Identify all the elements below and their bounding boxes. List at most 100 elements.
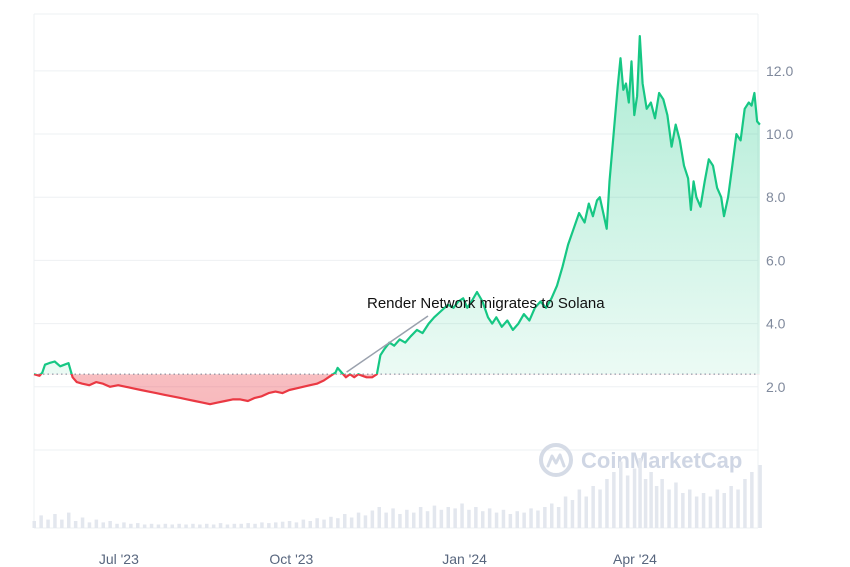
y-tick-label: 6.0 — [766, 252, 786, 268]
volume-bar — [198, 524, 202, 528]
volume-bar — [694, 496, 699, 528]
volume-bar — [315, 518, 319, 528]
volume-bar — [758, 465, 762, 528]
x-axis-ticks: Jul '23 Oct '23 Jan '24 Apr '24 — [99, 551, 657, 567]
y-tick-label: 12.0 — [766, 63, 793, 79]
volume-bar — [654, 486, 659, 528]
volume-bar — [598, 489, 602, 528]
volume-bar — [550, 503, 554, 528]
volume-bar — [508, 514, 513, 528]
volume-bar — [39, 515, 43, 528]
volume-bar — [122, 522, 126, 528]
volume-bar — [481, 511, 485, 528]
volume-bar — [625, 475, 630, 528]
volume-bar — [715, 489, 720, 528]
volume-bar — [287, 521, 292, 528]
volume-bar — [46, 519, 50, 528]
volume-bar — [543, 507, 547, 528]
price-line-down — [33, 374, 379, 406]
volume-bar — [674, 482, 678, 528]
volume-bar — [638, 458, 642, 528]
volume-bar — [94, 519, 99, 528]
volume-bar — [418, 507, 423, 528]
y-tick-label: 2.0 — [766, 379, 786, 395]
volume-bar — [108, 521, 112, 528]
volume-bar — [446, 507, 450, 528]
volume-bar — [577, 489, 582, 528]
volume-bar — [184, 524, 188, 528]
volume-bar — [301, 519, 306, 528]
volume-bar — [643, 479, 648, 528]
volume-bar — [708, 496, 713, 528]
volume-bar — [343, 514, 347, 528]
y-tick-label: 8.0 — [766, 189, 786, 205]
volume-bar — [260, 522, 264, 528]
volume-bar — [384, 512, 388, 528]
volume-bar — [253, 523, 257, 528]
volume-bar — [412, 512, 416, 528]
price-line-up — [34, 35, 761, 375]
volume-bar — [474, 507, 478, 528]
volume-bar — [460, 503, 464, 528]
volume-bar — [522, 512, 526, 528]
volume-bar — [170, 524, 174, 528]
coinmarketcap-watermark: CoinMarketCap — [539, 443, 742, 477]
volume-bar — [246, 523, 250, 528]
volume-bar — [750, 472, 754, 528]
volume-bar — [329, 516, 333, 528]
volume-bar — [115, 523, 119, 528]
volume-bar — [232, 523, 237, 528]
volume-bar — [529, 508, 533, 528]
volume-bar — [467, 509, 471, 528]
volume-bar — [149, 523, 154, 528]
y-tick-label: 10.0 — [766, 126, 793, 142]
volume-bar — [591, 486, 595, 528]
volume-bar — [267, 523, 271, 528]
volume-bar — [156, 524, 161, 528]
volume-bar — [322, 519, 326, 528]
volume-bar — [729, 486, 733, 528]
x-tick-label: Jan '24 — [442, 551, 487, 567]
coinmarketcap-logo-icon — [539, 443, 573, 477]
volume-bar — [722, 493, 726, 528]
volume-bar — [701, 493, 706, 528]
volume-bar — [294, 522, 299, 528]
area-below-baseline — [34, 374, 760, 405]
volume-bar — [363, 515, 368, 528]
volume-bar — [274, 522, 278, 528]
volume-bar — [584, 496, 588, 528]
volume-bar — [556, 507, 561, 528]
volume-bar — [563, 496, 568, 528]
y-axis-ticks: 2.0 4.0 6.0 8.0 10.0 12.0 — [766, 63, 793, 395]
volume-bar — [649, 472, 653, 528]
volume-bar — [660, 479, 664, 528]
volume-bar — [163, 523, 168, 528]
volume-bar — [743, 479, 747, 528]
volume-bar — [32, 521, 36, 528]
volume-bar — [501, 509, 506, 528]
volume-bar — [239, 523, 243, 528]
volume-bar — [681, 493, 685, 528]
volume-bar — [136, 523, 140, 528]
volume-bar — [494, 512, 499, 528]
volume-bar — [536, 510, 540, 528]
volume-bar — [398, 514, 402, 528]
volume-bar — [177, 523, 181, 528]
y-tick-label: 4.0 — [766, 316, 786, 332]
x-tick-label: Jul '23 — [99, 551, 139, 567]
volume-bar — [60, 519, 64, 528]
volume-bar — [87, 522, 92, 528]
volume-bar — [53, 514, 57, 528]
volume-bar — [67, 512, 71, 528]
volume-bar — [487, 508, 492, 528]
annotation-label: Render Network migrates to Solana — [367, 295, 605, 312]
volume-bar — [688, 489, 692, 528]
volume-bar — [129, 523, 133, 528]
volume-bar — [391, 508, 395, 528]
volume-bar — [425, 511, 430, 528]
volume-bar — [570, 500, 575, 528]
volume-bar — [101, 522, 105, 528]
volume-bar — [205, 523, 209, 528]
volume-bar — [432, 505, 437, 528]
